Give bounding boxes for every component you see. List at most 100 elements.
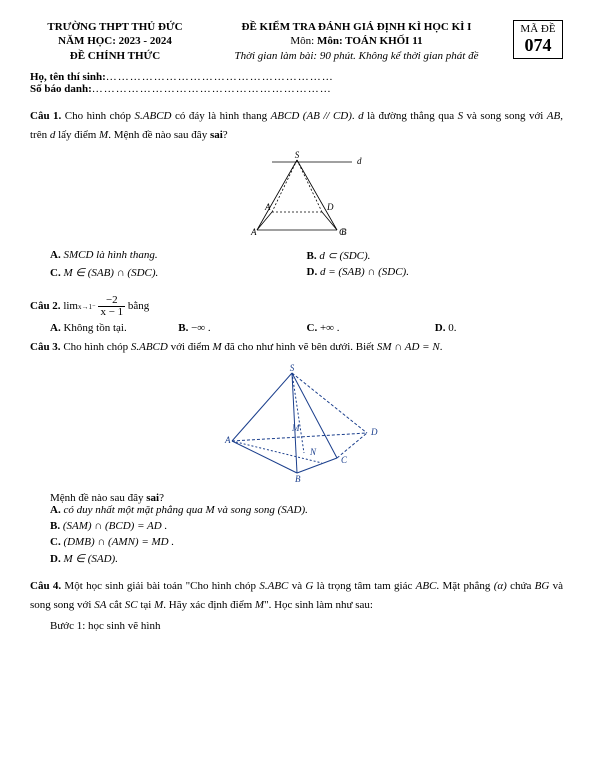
q3-sai: sai <box>146 492 159 504</box>
q4-label: Câu 4. <box>30 580 61 592</box>
q4-sabc: S.ABC <box>259 580 288 592</box>
question-2: Câu 2. limx→1⁻ −2x − 1 bằng <box>30 295 563 318</box>
fig2-B: B <box>295 474 301 483</box>
name-label: Họ, tên thí sinh: <box>30 71 106 83</box>
pyramid-1-svg: S A B C D d A C <box>217 150 377 240</box>
q3-optD: D. M ∈ (SAD). <box>50 552 563 565</box>
q4-t10: ". Học sinh làm như sau: <box>264 599 373 611</box>
q3-eq: SM ∩ AD = N <box>377 341 440 353</box>
question-1: Câu 1. Cho hình chóp S.ABCD có đáy là hì… <box>30 107 563 144</box>
q2-optA-t: Không tồn tại. <box>61 322 127 334</box>
q2-options: A. Không tồn tại. B. −∞ . C. +∞ . D. 0. <box>50 322 563 334</box>
q3-q: ? <box>159 492 164 504</box>
q1-optB: B. d ⊂ (SDC). <box>307 249 564 262</box>
q2-optA: A. Không tồn tại. <box>50 322 178 334</box>
fig2-C: C <box>341 455 348 465</box>
subject-value: Môn: TOÁN KHỐI 11 <box>317 35 423 47</box>
q2-optC-t: +∞ . <box>317 322 339 334</box>
figure-1: S A B C D d A C <box>30 150 563 243</box>
fig1-d: d <box>357 156 362 166</box>
q1-par: (AB // CD) <box>303 110 352 122</box>
title-block: ĐỀ KIỂM TRA ĐÁNH GIÁ ĐỊNH KÌ HỌC KÌ I Mô… <box>200 20 513 63</box>
q1-t7: lấy điểm <box>55 129 99 141</box>
code-box: MÃ ĐỀ 074 <box>513 20 563 59</box>
q3-M: M <box>212 341 221 353</box>
question-3: Câu 3. Cho hình chóp S.ABCD với điểm M đ… <box>30 338 563 357</box>
q1-optA-t: SMCD là hình thang. <box>61 249 158 261</box>
official-label: ĐỀ CHÍNH THỨC <box>30 49 200 63</box>
q1-sabcd: S.ABCD <box>135 110 172 122</box>
fig2-S: S <box>289 363 294 373</box>
q4-t5: chứa <box>507 580 535 592</box>
fig1-A: A <box>250 227 257 237</box>
q2-post: bằng <box>125 300 149 312</box>
q2-optB-t: −∞ . <box>188 322 210 334</box>
q3-optB-t: (SAM) ∩ (BCD) = AD . <box>60 520 167 532</box>
q3-optC-l: C. <box>50 536 61 548</box>
q1-optB-t: d ⊂ (SDC). <box>317 250 371 262</box>
q2-optC-l: C. <box>307 322 318 334</box>
q4-alpha: (α) <box>494 580 507 592</box>
q1-optD: D. d = (SAB) ∩ (SDC). <box>307 266 564 279</box>
q4-step1: Bước 1: học sinh vẽ hình <box>50 620 563 632</box>
question-4: Câu 4. Một học sinh giải bài toán "Cho h… <box>30 577 563 614</box>
q3-prompt: Mệnh đề nào sau đây sai? <box>50 492 563 504</box>
school-name: TRƯỜNG THPT THỦ ĐỨC <box>30 20 200 34</box>
q1-M: M <box>99 129 108 141</box>
q1-optD-l: D. <box>307 266 318 278</box>
fig1-D: D <box>326 202 334 212</box>
q3-optA-t: có duy nhất một mặt phẳng qua M và song … <box>61 504 308 516</box>
q1-sai: sai <box>210 129 223 141</box>
q2-optB: B. −∞ . <box>178 322 306 334</box>
q3-optA-l: A. <box>50 504 61 516</box>
q1-label: Câu 1. <box>30 110 61 122</box>
q2-optB-l: B. <box>178 322 188 334</box>
q4-t8: tại <box>138 599 155 611</box>
q3-prompt-t: Mệnh đề nào sau đây <box>50 492 146 504</box>
svg-text:C: C <box>339 227 346 237</box>
q1-t5: và song song với <box>463 110 547 122</box>
q3-optD-l: D. <box>50 553 61 565</box>
q1-t1: Cho hình chóp <box>61 110 134 122</box>
q1-optC: C. M ∈ (SAB) ∩ (SDC). <box>50 266 307 279</box>
q4-t3: là trọng tâm tam giác <box>313 580 415 592</box>
q1-t8: . Mệnh đề nào sau đây <box>108 129 210 141</box>
q3-label: Câu 3. <box>30 341 61 353</box>
q3-optC-t: (DMB) ∩ (AMN) = MD . <box>61 536 174 548</box>
code-value: 074 <box>518 35 558 56</box>
q2-optC: C. +∞ . <box>307 322 435 334</box>
fig2-M: M <box>291 423 300 433</box>
q4-t7: cắt <box>106 599 124 611</box>
code-label: MÃ ĐỀ <box>518 23 558 35</box>
q1-optB-l: B. <box>307 250 317 262</box>
q4-t1: Một học sinh giải bài toán "Cho hình chó… <box>61 580 259 592</box>
fig2-D: D <box>370 427 378 437</box>
q2-den: x − 1 <box>98 307 125 318</box>
school-block: TRƯỜNG THPT THỦ ĐỨC NĂM HỌC: 2023 - 2024… <box>30 20 200 63</box>
q4-t4: . Mặt phẳng <box>436 580 493 592</box>
pyramid-2-svg: S A B C D M N <box>197 363 397 483</box>
q1-t2: có đáy là hình thang <box>171 110 270 122</box>
q3-optB-l: B. <box>50 520 60 532</box>
q3-optC: C. (DMB) ∩ (AMN) = MD . <box>50 536 563 548</box>
fig2-N: N <box>309 447 317 457</box>
q1-optA: A. SMCD là hình thang. <box>50 249 307 262</box>
exam-header: TRƯỜNG THPT THỦ ĐỨC NĂM HỌC: 2023 - 2024… <box>30 20 563 63</box>
q1-optC-l: C. <box>50 267 61 279</box>
figure-2: S A B C D M N <box>30 363 563 486</box>
q4-SC: SC <box>125 599 138 611</box>
q4-BG: BG <box>535 580 550 592</box>
q1-optD-t: d = (SAB) ∩ (SDC). <box>317 266 409 278</box>
id-label: Số báo danh: <box>30 83 92 95</box>
q1-abcd: ABCD <box>271 110 300 122</box>
exam-time: Thời gian làm bài: 90 phút. Không kể thờ… <box>200 49 513 63</box>
q3-options: A. có duy nhất một mặt phẳng qua M và so… <box>50 504 563 565</box>
q4-M2: M <box>255 599 264 611</box>
candidate-id-row: Số báo danh:…………………………………………………… <box>30 83 563 95</box>
q1-options: A. SMCD là hình thang. B. d ⊂ (SDC). C. … <box>50 249 563 283</box>
name-dots: ………………………………………………… <box>106 71 334 83</box>
q2-label: Câu 2. <box>30 300 61 312</box>
school-year: NĂM HỌC: 2023 - 2024 <box>30 34 200 48</box>
q3-optA: A. có duy nhất một mặt phẳng qua M và so… <box>50 504 563 516</box>
candidate-name-row: Họ, tên thí sinh:………………………………………………… <box>30 71 563 83</box>
